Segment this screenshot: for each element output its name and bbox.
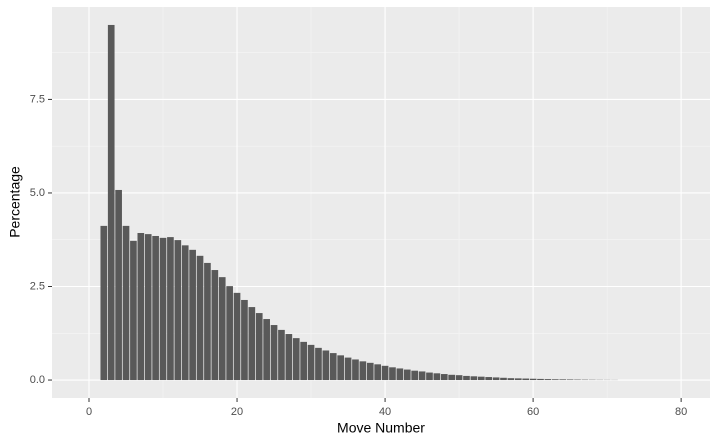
x-tick-label: 80 xyxy=(675,406,687,418)
bar xyxy=(196,255,204,381)
bar xyxy=(344,357,352,381)
bar xyxy=(463,375,470,381)
x-axis-title: Move Number xyxy=(337,420,425,436)
bar xyxy=(381,365,389,381)
bar xyxy=(455,375,463,381)
bar xyxy=(352,359,359,381)
x-tick-label: 40 xyxy=(379,406,391,418)
bar xyxy=(551,379,559,381)
bar xyxy=(418,371,426,381)
bar xyxy=(337,355,344,381)
bar xyxy=(537,378,544,381)
bar xyxy=(233,292,241,381)
bar xyxy=(529,378,537,381)
bar xyxy=(144,234,152,381)
bar xyxy=(263,319,270,381)
bar xyxy=(130,240,137,381)
bar xyxy=(426,372,433,381)
bar xyxy=(211,270,219,381)
bar xyxy=(307,344,315,381)
y-axis-title: Percentage xyxy=(7,166,23,238)
bar xyxy=(507,378,515,381)
bar xyxy=(174,240,182,381)
bar xyxy=(204,262,211,381)
bar xyxy=(514,378,522,381)
bar xyxy=(226,286,233,381)
bar xyxy=(366,362,374,381)
bar xyxy=(411,370,419,381)
bar xyxy=(248,307,256,381)
bar xyxy=(100,225,108,381)
bar xyxy=(329,353,337,381)
bar xyxy=(500,377,507,381)
bar xyxy=(315,347,322,381)
bar xyxy=(396,368,404,381)
bar xyxy=(300,341,307,381)
bar xyxy=(544,379,552,381)
bar xyxy=(559,379,567,381)
bar xyxy=(433,373,441,381)
bar xyxy=(566,379,574,381)
bar xyxy=(322,350,330,381)
x-tick-label: 20 xyxy=(231,406,243,418)
bar xyxy=(485,377,493,381)
bar xyxy=(522,378,530,381)
bar xyxy=(107,24,115,381)
bar xyxy=(270,325,278,381)
bar xyxy=(492,377,500,381)
bar xyxy=(403,369,411,381)
bar xyxy=(189,249,196,381)
y-tick-label: 2.5 xyxy=(30,280,45,292)
bar xyxy=(477,376,485,381)
bar xyxy=(448,374,456,381)
bar xyxy=(167,237,174,381)
bar xyxy=(137,232,145,381)
bar xyxy=(152,235,159,381)
bar xyxy=(374,364,381,381)
bar xyxy=(359,361,367,381)
bar xyxy=(241,299,248,381)
bar xyxy=(181,245,189,381)
bar xyxy=(159,237,167,381)
bar xyxy=(470,376,478,381)
y-tick-label: 0.0 xyxy=(30,374,45,386)
y-tick-label: 7.5 xyxy=(30,93,45,105)
bar xyxy=(122,225,130,381)
bar xyxy=(285,334,293,381)
bar xyxy=(255,313,263,381)
bar xyxy=(389,367,396,381)
bar xyxy=(218,277,226,381)
x-tick-label: 60 xyxy=(527,406,539,418)
bar xyxy=(292,338,300,381)
y-tick-label: 5.0 xyxy=(30,187,45,199)
bar xyxy=(440,374,448,381)
bar xyxy=(278,329,285,381)
bar xyxy=(115,189,122,381)
x-tick-label: 0 xyxy=(86,406,92,418)
